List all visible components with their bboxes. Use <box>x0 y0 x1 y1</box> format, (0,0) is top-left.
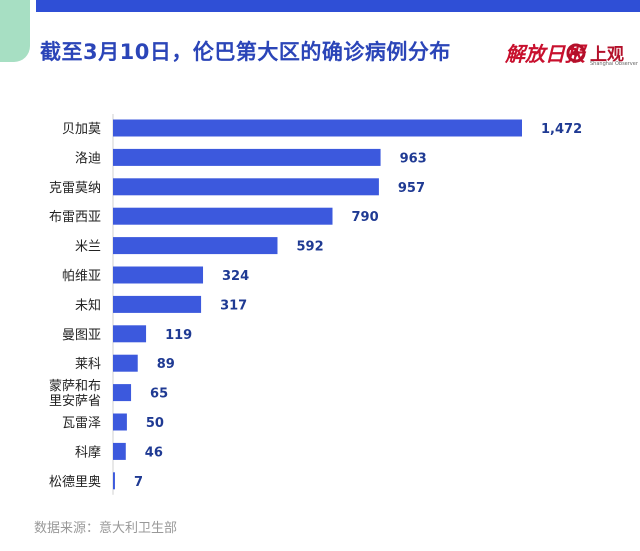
value-label: 592 <box>296 240 323 255</box>
category-label: 莱科 <box>75 357 101 372</box>
shangguan-subtext: Shanghai Observer <box>590 61 638 67</box>
corner-tab <box>0 0 30 62</box>
value-label: 790 <box>352 210 379 225</box>
value-label: 7 <box>134 475 143 490</box>
category-label: 蒙萨和布里安萨省 <box>49 379 101 409</box>
bar <box>113 384 132 402</box>
value-label: 46 <box>145 445 163 460</box>
category-label: 布雷西亚 <box>49 210 101 225</box>
bar <box>113 354 138 372</box>
bar <box>113 325 147 343</box>
bar-chart: 1,472 贝加莫 963 洛迪 957 克雷莫纳 790 布雷西亚 592 米兰 324 帕维亚 31… <box>49 114 582 495</box>
bar <box>113 266 204 284</box>
category-label: 洛迪 <box>75 151 101 166</box>
bar <box>113 237 278 255</box>
category-label: 未知 <box>75 297 101 313</box>
category-label: 瓦雷泽 <box>62 416 101 431</box>
category-label: 米兰 <box>75 240 101 255</box>
chart-title: 截至3月10日，伦巴第大区的确诊病例分布 <box>40 40 451 64</box>
category-label: 帕维亚 <box>62 269 101 284</box>
bar <box>113 119 522 137</box>
bar <box>113 472 115 490</box>
value-label: 957 <box>398 181 425 196</box>
shangguan-text: 上观 <box>590 45 624 65</box>
value-label: 65 <box>150 387 168 402</box>
value-label: 50 <box>146 416 164 431</box>
category-label: 克雷莫纳 <box>49 181 101 196</box>
data-source: 数据来源：意大利卫生部 <box>34 521 178 536</box>
category-label: 曼图亚 <box>62 328 101 343</box>
shangguan-emblem-icon <box>566 43 586 63</box>
value-label: 963 <box>400 151 427 166</box>
value-label: 1,472 <box>541 122 582 137</box>
bar <box>113 178 379 196</box>
bar <box>113 207 333 225</box>
category-label: 科摩 <box>75 444 101 460</box>
value-label: 89 <box>157 357 175 372</box>
bar <box>113 295 202 313</box>
category-label: 松德里奥 <box>49 475 101 490</box>
top-accent-strip <box>36 0 640 12</box>
value-label: 317 <box>220 298 247 313</box>
value-label: 119 <box>165 328 192 343</box>
bar <box>113 413 127 431</box>
bar <box>113 442 126 460</box>
value-label: 324 <box>222 269 249 284</box>
category-label: 贝加莫 <box>62 122 101 137</box>
bar <box>113 148 381 166</box>
